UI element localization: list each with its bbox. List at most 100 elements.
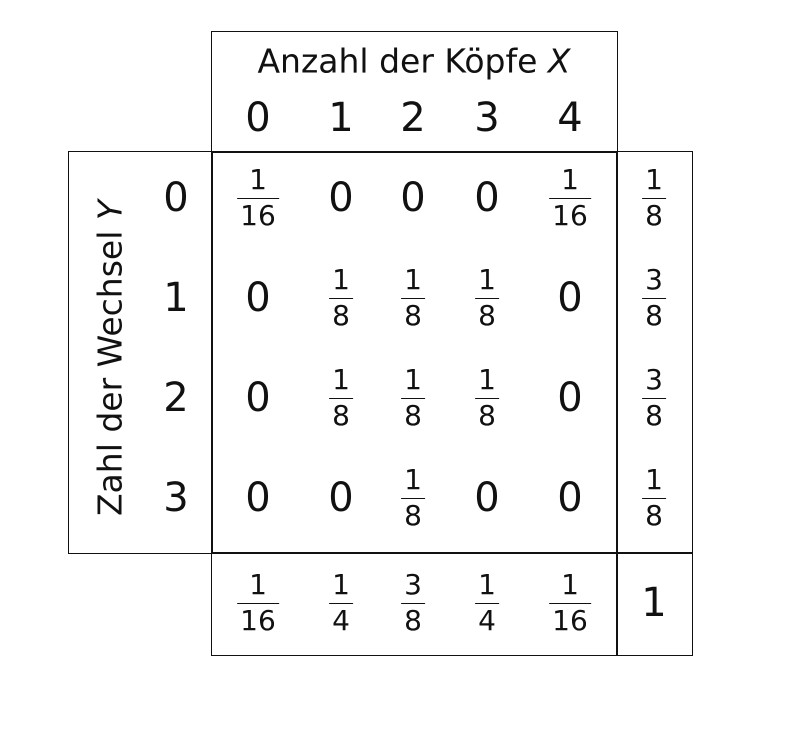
denominator: 16 [240,604,276,637]
fraction-bar [401,603,425,604]
cell-y3-x1: 0 [328,475,354,521]
numerator: 1 [478,263,496,296]
x-axis-title-text: Anzahl der Köpfe [257,41,538,81]
cell-y1-x0: 0 [245,275,271,321]
fraction-bar [475,398,499,399]
y-value-0: 0 [163,175,189,221]
column-marginal-4: 1 16 [549,571,591,635]
cell-y0-x1: 0 [328,175,354,221]
row-marginal-box [616,151,693,554]
numerator: 1 [645,463,663,496]
cell-y3-x4: 0 [557,475,583,521]
denominator: 8 [404,499,422,532]
x-value-3: 3 [474,95,500,141]
denominator: 8 [478,299,496,332]
fraction-bar [549,603,591,604]
numerator: 1 [332,568,350,601]
fraction-bar [549,198,591,199]
fraction-bar [401,398,425,399]
y-value-2: 2 [163,375,189,421]
numerator: 1 [404,263,422,296]
denominator: 8 [332,299,350,332]
y-axis-title: Zahl der Wechsel Y [90,199,130,517]
numerator: 1 [332,263,350,296]
denominator: 16 [240,199,276,232]
x-axis-title: Anzahl der Köpfe X [257,45,570,78]
denominator: 4 [332,604,350,637]
numerator: 1 [645,163,663,196]
fraction-bar [475,298,499,299]
y-axis-title-text: Zahl der Wechsel [90,230,130,517]
denominator: 16 [552,604,588,637]
numerator: 1 [404,363,422,396]
denominator: 8 [478,399,496,432]
denominator: 8 [404,604,422,637]
numerator: 3 [645,363,663,396]
fraction-bar [401,498,425,499]
numerator: 1 [249,568,267,601]
fraction-bar [475,603,499,604]
column-marginal-0: 1 16 [237,571,279,635]
x-value-4: 4 [557,95,583,141]
fraction-bar [329,398,353,399]
x-value-0: 0 [245,95,271,141]
denominator: 4 [478,604,496,637]
denominator: 16 [552,199,588,232]
denominator: 8 [332,399,350,432]
y-value-3: 3 [163,475,189,521]
x-value-1: 1 [328,95,354,141]
fraction-bar [329,298,353,299]
fraction-bar [642,298,666,299]
cell-y2-x4: 0 [557,375,583,421]
numerator: 1 [332,363,350,396]
fraction-bar [329,603,353,604]
denominator: 8 [645,299,663,332]
numerator: 3 [404,568,422,601]
fraction-bar [642,398,666,399]
x-variable: X [547,41,571,81]
cell-y1-x4: 0 [557,275,583,321]
fraction-bar [642,198,666,199]
body-box [211,151,618,554]
fraction-bar [401,298,425,299]
total-box [616,552,693,656]
cell-y0-x0: 1 16 [237,166,279,230]
numerator: 1 [478,363,496,396]
header-box [211,31,618,153]
side-box [68,151,213,554]
numerator: 3 [645,263,663,296]
cell-y3-x3: 0 [474,475,500,521]
cell-y0-x3: 0 [474,175,500,221]
cell-y2-x0: 0 [245,375,271,421]
denominator: 8 [404,399,422,432]
y-value-1: 1 [163,275,189,321]
numerator: 1 [404,463,422,496]
numerator: 1 [249,163,267,196]
cell-y3-x0: 0 [245,475,271,521]
total-value: 1 [641,580,667,626]
cell-y0-x4: 1 16 [549,166,591,230]
numerator: 1 [561,163,579,196]
fraction-bar [237,198,279,199]
fraction-bar [642,498,666,499]
denominator: 8 [645,499,663,532]
x-value-2: 2 [400,95,426,141]
denominator: 8 [645,399,663,432]
y-variable: Y [90,199,130,221]
denominator: 8 [645,199,663,232]
denominator: 8 [404,299,422,332]
column-marginal-box [211,552,618,656]
